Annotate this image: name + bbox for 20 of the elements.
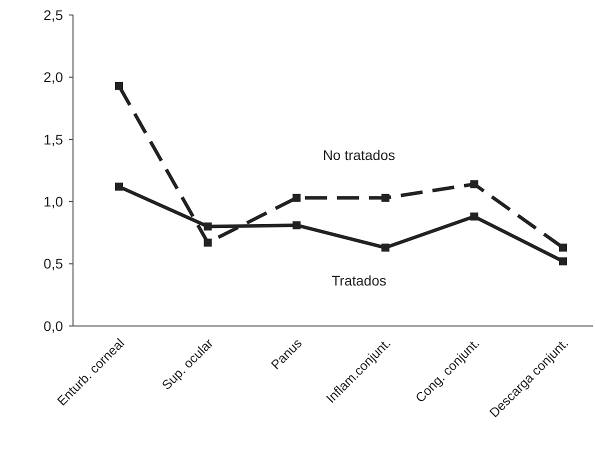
point <box>292 194 301 202</box>
y-tick-label: 2,5 <box>44 6 64 23</box>
point <box>381 194 390 202</box>
y-tick-label: 0,5 <box>44 256 64 272</box>
point <box>470 212 478 221</box>
point <box>115 182 123 191</box>
point <box>204 222 212 230</box>
point <box>559 257 567 266</box>
point <box>292 221 301 230</box>
series-label: Tratados <box>332 272 386 289</box>
y-tick-label: 2,0 <box>44 69 64 86</box>
point <box>381 244 390 252</box>
y-tick-label: 0,0 <box>44 318 64 334</box>
point <box>470 180 478 188</box>
y-tick-label: 1,5 <box>44 131 64 148</box>
text: No tratados <box>322 146 396 163</box>
point <box>204 238 212 247</box>
y-tick-label: 1,0 <box>44 194 64 210</box>
point <box>115 82 123 90</box>
point <box>559 244 567 252</box>
